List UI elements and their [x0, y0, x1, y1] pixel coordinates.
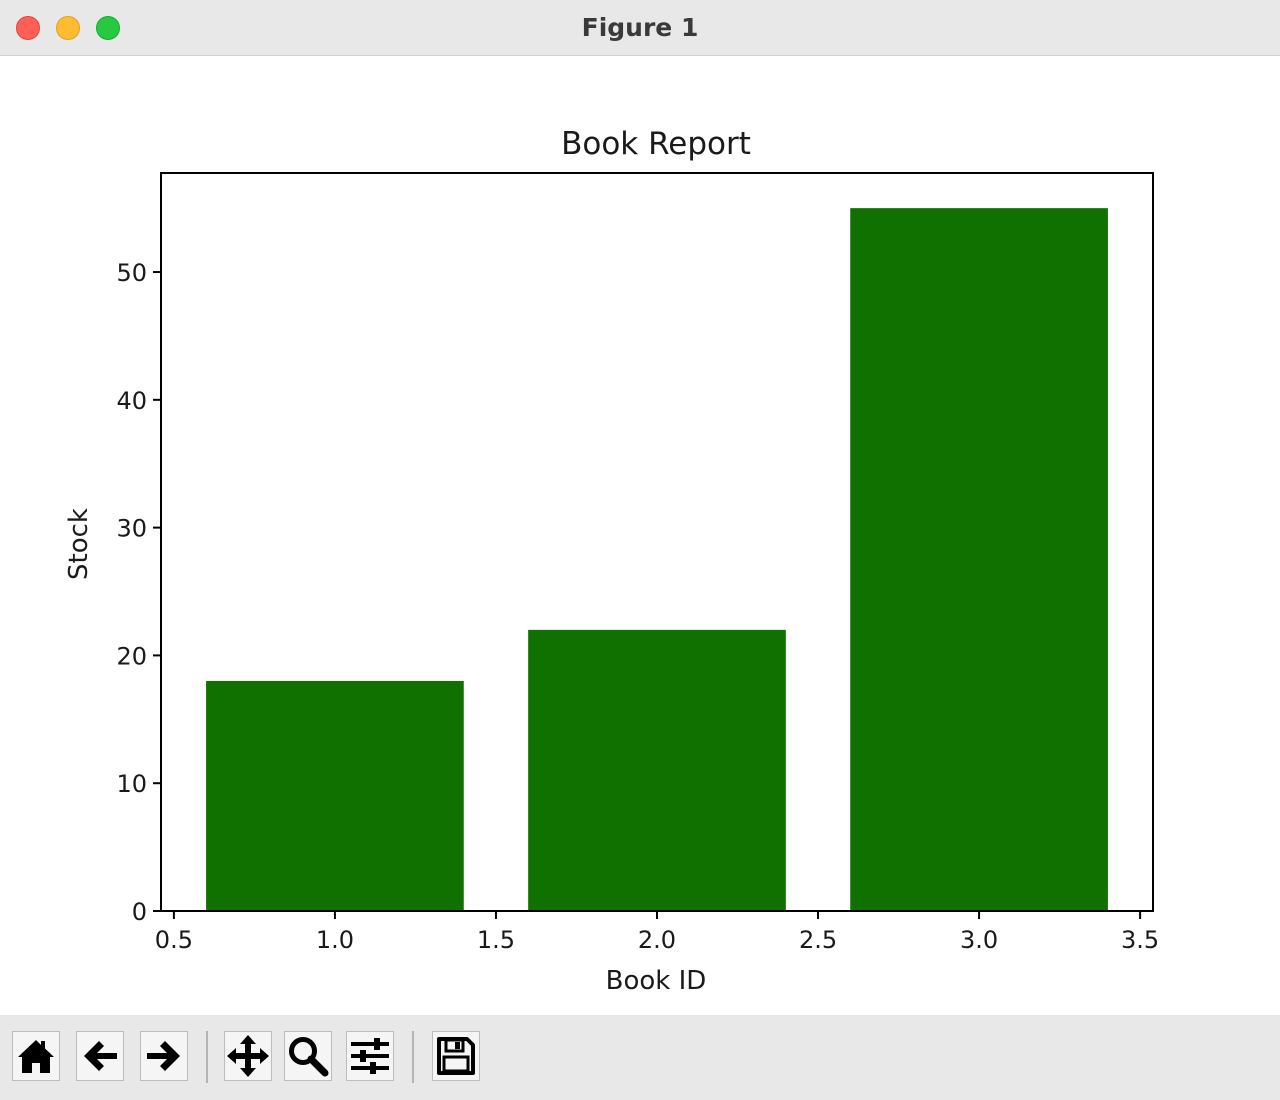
home-button[interactable]: [12, 1031, 60, 1081]
figure-canvas: Book Report 0.5 1.0 1.5 2.0 2.5 3.0 3.5 0 10 20 3…: [0, 57, 1280, 1015]
bar-book-3: [850, 208, 1108, 912]
forward-arrow-icon: [147, 1041, 180, 1071]
save-icon: [437, 1037, 475, 1075]
x-tick-label: 2.0: [638, 926, 676, 954]
back-button[interactable]: [76, 1031, 124, 1081]
close-window-button[interactable]: [16, 16, 40, 40]
back-arrow-icon: [84, 1041, 117, 1071]
toolbar-separator: [412, 1031, 414, 1083]
chart-title: Book Report: [561, 126, 751, 162]
bar-book-2: [528, 629, 786, 911]
y-axis-label: Stock: [64, 508, 94, 580]
x-tick-label: 3.0: [960, 926, 998, 954]
bar-chart: Book Report 0.5 1.0 1.5 2.0 2.5 3.0 3.5 0 10 20 3…: [64, 126, 1159, 996]
x-axis-ticks: 0.5 1.0 1.5 2.0 2.5 3.0 3.5: [155, 911, 1159, 954]
forward-button[interactable]: [140, 1031, 188, 1081]
maximize-window-button[interactable]: [96, 16, 120, 40]
y-tick-label: 30: [116, 515, 147, 543]
bar-book-1: [206, 680, 464, 911]
navigation-toolbar: [0, 1015, 1280, 1100]
x-tick-label: 1.5: [477, 926, 515, 954]
y-tick-label: 10: [116, 770, 147, 798]
configure-subplots-button[interactable]: [346, 1031, 394, 1081]
home-icon: [18, 1040, 54, 1073]
y-tick-label: 0: [132, 898, 147, 926]
zoom-icon: [289, 1037, 329, 1077]
pan-button[interactable]: [224, 1031, 272, 1081]
window-title: Figure 1: [581, 13, 699, 42]
configure-subplots-icon: [351, 1038, 389, 1074]
y-axis-ticks: 0 10 20 30 40 50: [116, 259, 161, 926]
zoom-button[interactable]: [284, 1031, 332, 1081]
y-tick-label: 50: [116, 259, 147, 287]
toolbar-separator: [206, 1031, 208, 1083]
title-bar: Figure 1: [0, 0, 1280, 56]
x-tick-label: 0.5: [155, 926, 193, 954]
x-axis-label: Book ID: [606, 966, 707, 996]
bars-layer: [206, 208, 1108, 912]
x-tick-label: 2.5: [799, 926, 837, 954]
y-tick-label: 40: [116, 387, 147, 415]
x-tick-label: 3.5: [1121, 926, 1159, 954]
x-tick-label: 1.0: [316, 926, 354, 954]
minimize-window-button[interactable]: [56, 16, 80, 40]
pan-icon: [227, 1035, 269, 1077]
y-tick-label: 20: [116, 642, 147, 670]
save-button[interactable]: [432, 1031, 480, 1081]
